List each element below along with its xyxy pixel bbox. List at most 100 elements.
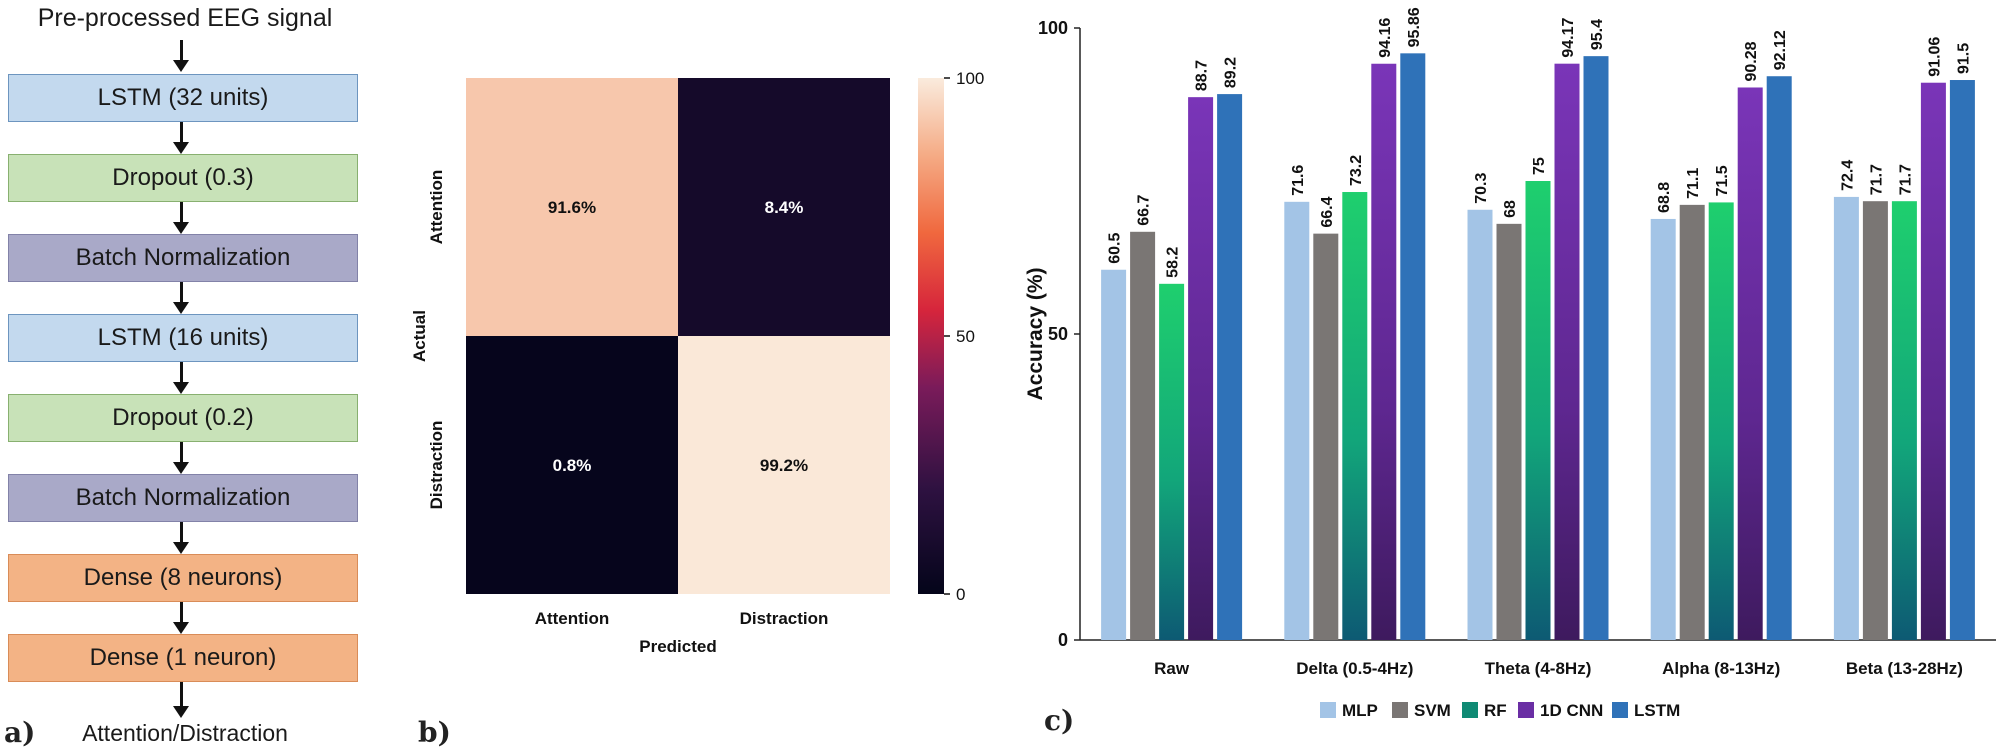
legend-label: SVM bbox=[1414, 701, 1451, 720]
layer-box-6: Batch Normalization bbox=[8, 474, 358, 522]
bar-lstm bbox=[1949, 80, 1975, 640]
bar-value-label: 95.86 bbox=[1406, 7, 1423, 47]
legend-swatch bbox=[1612, 702, 1628, 718]
bar-svm bbox=[1130, 231, 1156, 640]
bar-value-label: 91.06 bbox=[1926, 37, 1943, 77]
cm-y-tick-label: Distraction bbox=[427, 421, 446, 510]
layer-box-2: Dropout (0.3) bbox=[8, 154, 358, 202]
bar-value-label: 95.4 bbox=[1589, 19, 1606, 50]
layer-box-4: LSTM (16 units) bbox=[8, 314, 358, 362]
bar-1d-cnn bbox=[1188, 97, 1214, 640]
bar-rf bbox=[1891, 201, 1917, 641]
y-tick-label: 50 bbox=[1048, 324, 1068, 344]
legend-label: 1D CNN bbox=[1540, 701, 1603, 720]
panel-b-label: b) bbox=[418, 716, 451, 749]
bar-lstm bbox=[1583, 56, 1609, 641]
bar-value-label: 89.2 bbox=[1223, 57, 1240, 88]
x-tick-label: Raw bbox=[1154, 659, 1190, 678]
layer-box-1: LSTM (32 units) bbox=[8, 74, 358, 122]
bar-mlp bbox=[1101, 269, 1127, 640]
y-tick-label: 0 bbox=[1058, 630, 1068, 650]
bar-lstm bbox=[1217, 94, 1243, 640]
bar-lstm bbox=[1766, 76, 1792, 641]
confusion-matrix: 91.6% 8.4% 0.8% 99.2% Attention Distraction A… bbox=[410, 69, 984, 656]
bar-value-label: 68 bbox=[1502, 200, 1519, 218]
bar-1d-cnn bbox=[1371, 63, 1397, 641]
accuracy-bar-chart: 0 50 100 Accuracy (%) Raw Delta (0.5-4Hz) Thet… bbox=[1024, 7, 1996, 720]
bar-svm bbox=[1862, 201, 1888, 641]
x-tick-label: Alpha (8-13Hz) bbox=[1662, 659, 1780, 678]
legend-label: MLP bbox=[1342, 701, 1378, 720]
y-axis-title: Accuracy (%) bbox=[1024, 267, 1047, 400]
legend-swatch bbox=[1518, 702, 1534, 718]
bar-value-label: 71.7 bbox=[1868, 164, 1885, 195]
bar-mlp bbox=[1650, 218, 1676, 640]
layer-box-7: Dense (8 neurons) bbox=[8, 554, 358, 602]
cm-cell-2-1 bbox=[466, 336, 678, 594]
layer-box-8: Dense (1 neuron) bbox=[8, 634, 358, 682]
x-tick-label: Beta (13-28Hz) bbox=[1846, 659, 1963, 678]
output-label: Attention/Distraction bbox=[82, 720, 288, 746]
bar-svm bbox=[1679, 204, 1705, 641]
bar-value-label: 71.6 bbox=[1290, 165, 1307, 196]
legend-label: RF bbox=[1484, 701, 1507, 720]
bar-value-label: 71.7 bbox=[1897, 164, 1914, 195]
colorbar-tick-label: 0 bbox=[956, 585, 965, 604]
colorbar-tick-label: 100 bbox=[956, 69, 984, 88]
cm-cell-2-2 bbox=[678, 336, 890, 594]
x-tick-label: Theta (4-8Hz) bbox=[1485, 659, 1592, 678]
cm-x-axis-title: Predicted bbox=[639, 637, 716, 656]
legend-swatch bbox=[1392, 702, 1408, 718]
cm-x-tick-label: Distraction bbox=[740, 609, 829, 628]
bar-value-label: 94.16 bbox=[1377, 18, 1394, 58]
bar-value-label: 88.7 bbox=[1194, 60, 1211, 91]
bar-rf bbox=[1525, 181, 1551, 640]
bar-value-label: 70.3 bbox=[1473, 173, 1490, 204]
layer-box-5: Dropout (0.2) bbox=[8, 394, 358, 442]
bar-value-label: 90.28 bbox=[1743, 41, 1760, 81]
bar-mlp bbox=[1467, 209, 1493, 640]
x-tick-label: Delta (0.5-4Hz) bbox=[1296, 659, 1413, 678]
cm-cell-label: 99.2% bbox=[760, 456, 808, 475]
legend-swatch bbox=[1320, 702, 1336, 718]
bar-rf bbox=[1159, 283, 1185, 640]
cm-cell-label: 0.8% bbox=[553, 456, 592, 475]
bar-value-label: 71.5 bbox=[1714, 165, 1731, 196]
input-label: Pre-processed EEG signal bbox=[37, 4, 333, 32]
cm-cell-label: 91.6% bbox=[548, 198, 596, 217]
panel-a-label: a) bbox=[4, 716, 36, 749]
bar-value-label: 71.1 bbox=[1685, 168, 1702, 199]
bar-value-label: 73.2 bbox=[1348, 155, 1365, 186]
bar-1d-cnn bbox=[1554, 63, 1580, 640]
legend-label: LSTM bbox=[1634, 701, 1680, 720]
bar-rf bbox=[1708, 202, 1734, 641]
bar-mlp bbox=[1284, 201, 1310, 641]
bar-value-label: 66.7 bbox=[1136, 195, 1153, 226]
bar-value-label: 91.5 bbox=[1955, 43, 1972, 74]
bar-svm bbox=[1496, 223, 1522, 640]
cm-cell-label: 8.4% bbox=[765, 198, 804, 217]
layer-box-3: Batch Normalization bbox=[8, 234, 358, 282]
legend-swatch bbox=[1462, 702, 1478, 718]
bar-1d-cnn bbox=[1920, 82, 1946, 641]
bar-value-label: 68.8 bbox=[1656, 182, 1673, 213]
bar-value-label: 66.4 bbox=[1319, 196, 1336, 227]
bar-value-label: 58.2 bbox=[1165, 247, 1182, 278]
bar-lstm bbox=[1400, 53, 1426, 641]
panel-c-label: c) bbox=[1044, 704, 1075, 737]
cm-cell-1-1 bbox=[466, 78, 678, 336]
bar-value-label: 94.17 bbox=[1560, 18, 1577, 58]
y-tick-label: 100 bbox=[1038, 18, 1068, 38]
bar-value-label: 92.12 bbox=[1772, 30, 1789, 70]
colorbar-tick-label: 50 bbox=[956, 327, 975, 346]
colorbar bbox=[918, 78, 944, 594]
bar-value-label: 75 bbox=[1531, 157, 1548, 175]
cm-y-axis-title: Actual bbox=[410, 310, 429, 362]
bar-svm bbox=[1313, 233, 1339, 640]
bar-mlp bbox=[1833, 196, 1859, 641]
bar-value-label: 72.4 bbox=[1839, 160, 1856, 191]
bar-rf bbox=[1342, 192, 1368, 641]
cm-x-tick-label: Attention bbox=[535, 609, 610, 628]
cm-cell-1-2 bbox=[678, 78, 890, 336]
bar-value-label: 60.5 bbox=[1107, 232, 1124, 263]
